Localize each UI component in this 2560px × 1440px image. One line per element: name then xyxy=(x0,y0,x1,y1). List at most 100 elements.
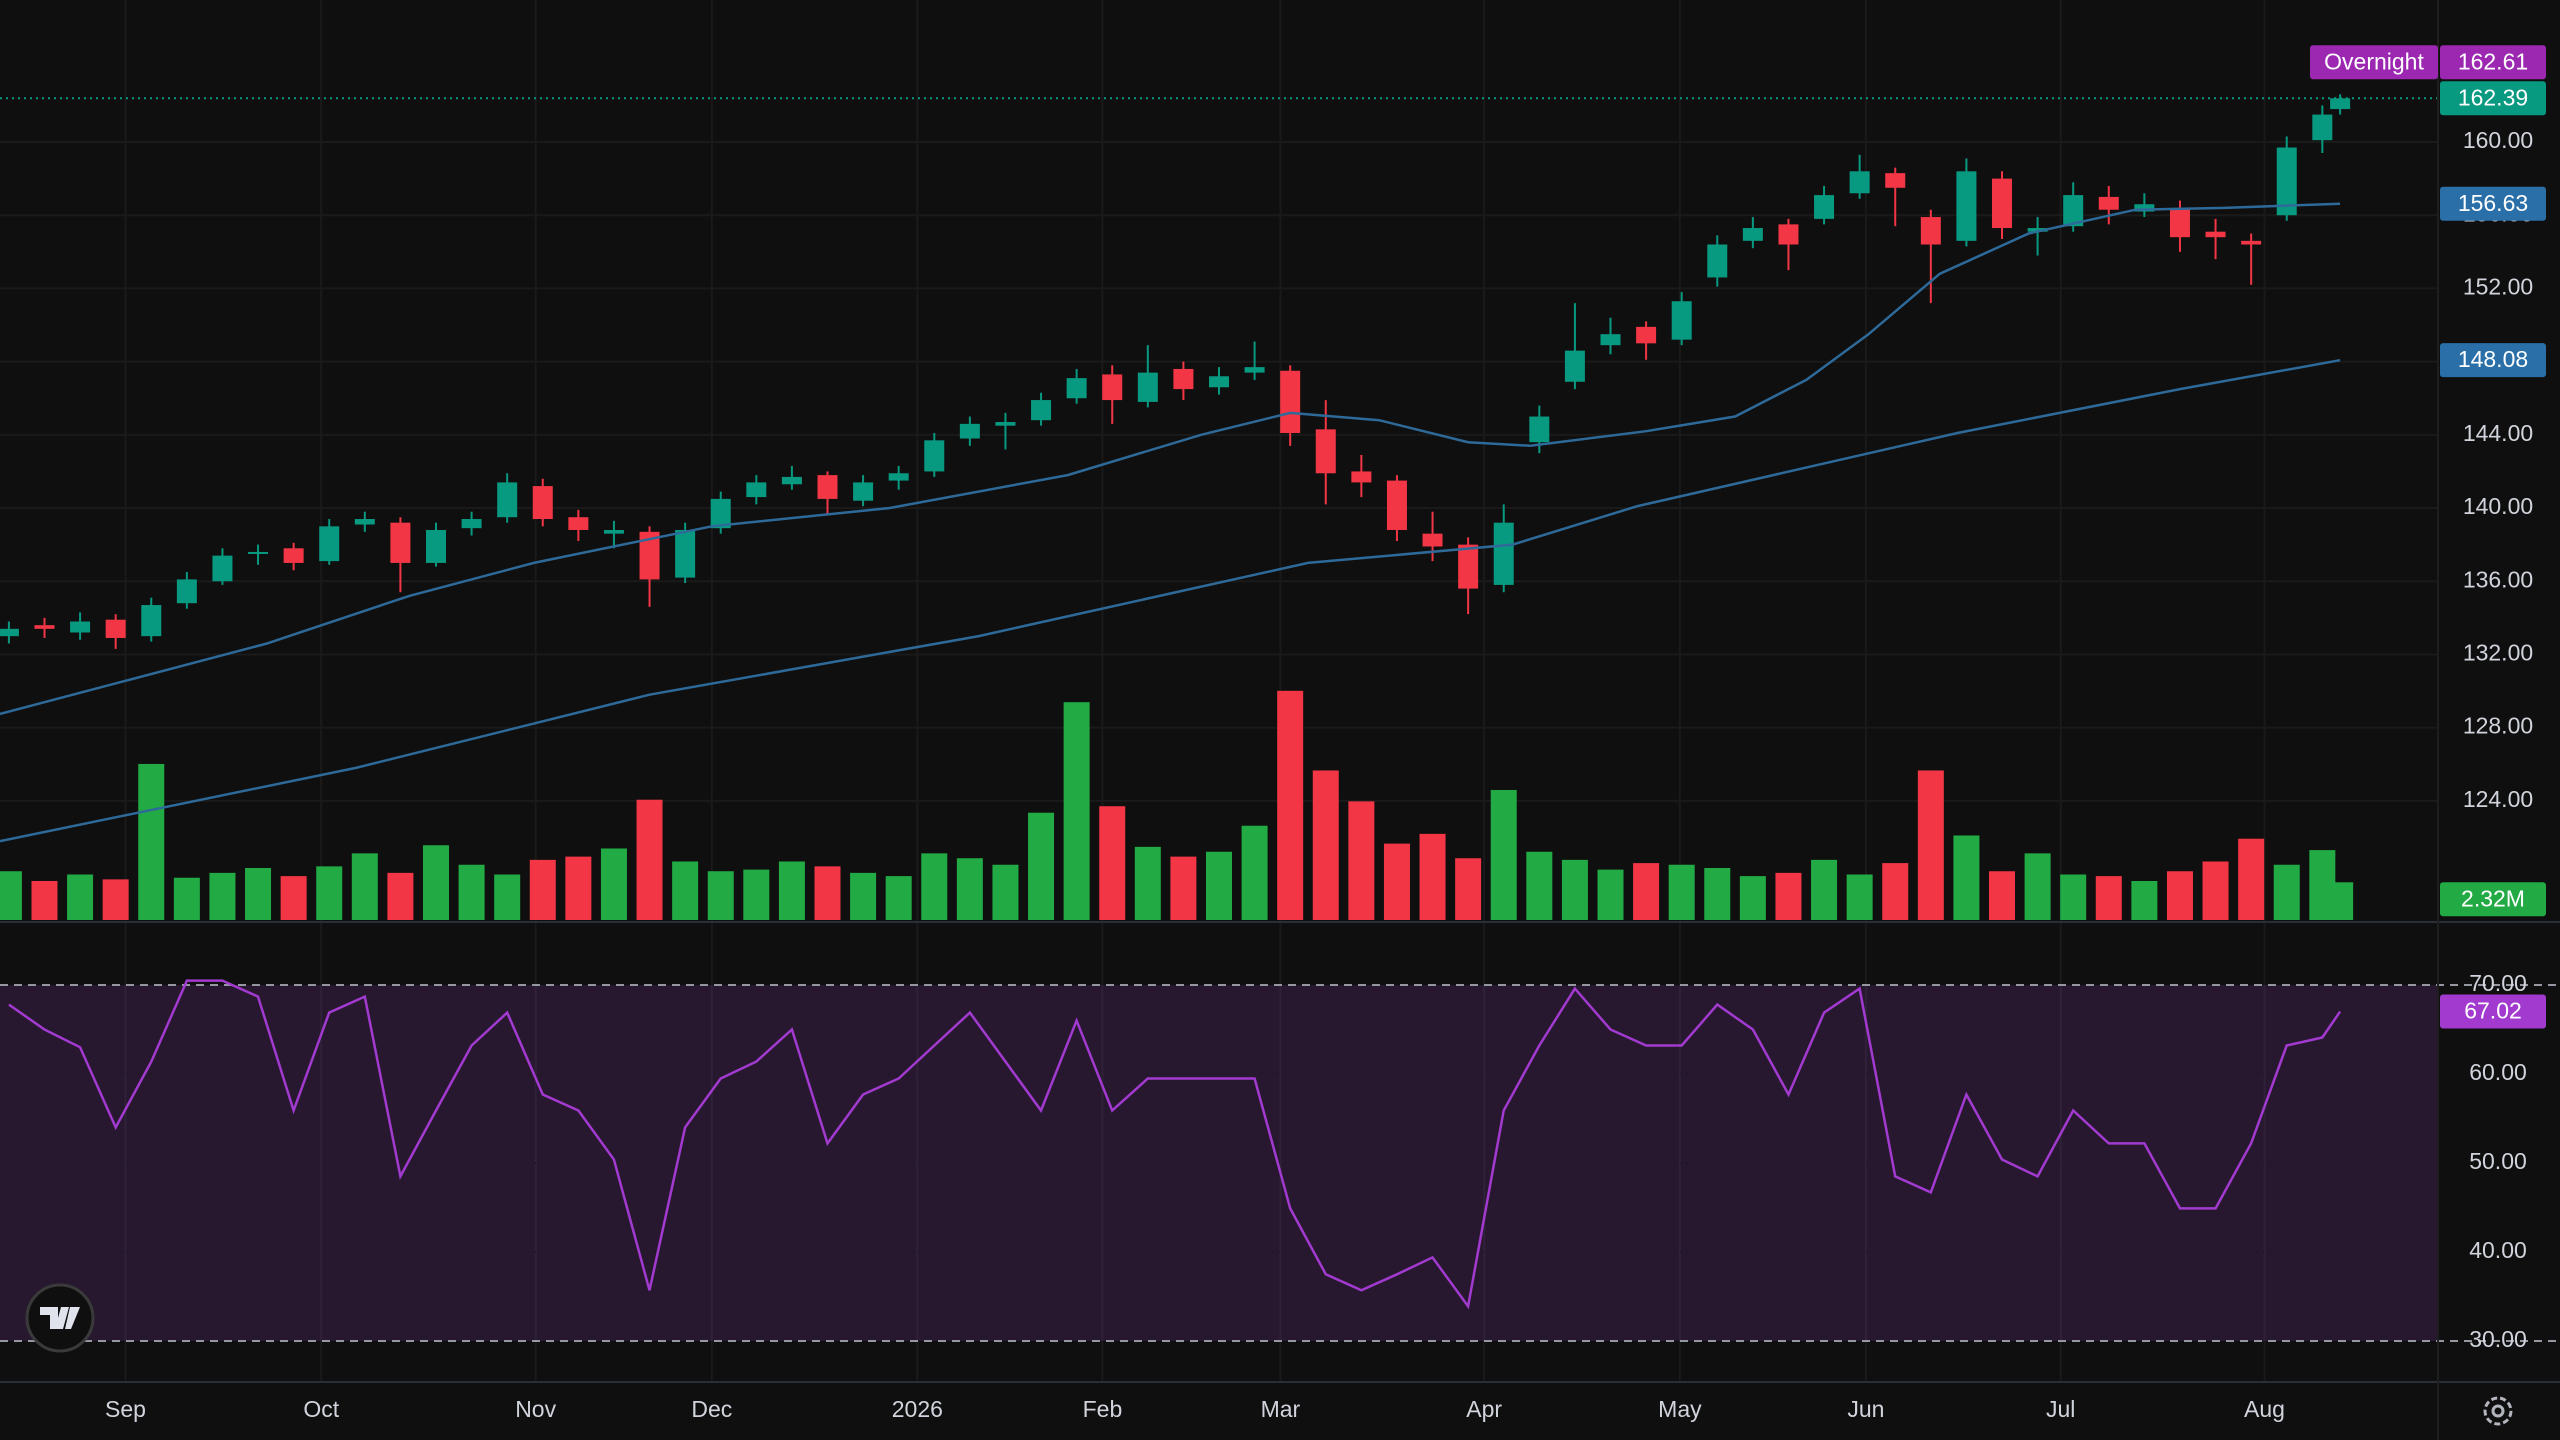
candle-body xyxy=(1992,178,2013,229)
candle-body xyxy=(283,548,304,563)
candle-body xyxy=(1920,217,1941,245)
y-tick-label: 144.00 xyxy=(2463,420,2533,446)
candle-body xyxy=(141,605,162,637)
x-tick-label: Feb xyxy=(1083,1396,1123,1422)
rsi-tag-box xyxy=(2440,994,2546,1029)
candle-body xyxy=(1386,480,1407,531)
volume-bar xyxy=(1028,812,1055,920)
volume-bar xyxy=(422,845,449,920)
candle-body xyxy=(1849,171,1870,194)
volume-bar xyxy=(2238,838,2265,920)
volume-bar xyxy=(67,874,94,920)
volume-bar xyxy=(387,872,414,920)
price-tags: 162.39 Overnight 162.61 156.63 148.08 2.32M 67… xyxy=(2310,45,2546,1029)
volume-bar xyxy=(1704,867,1731,920)
overnight-label-box xyxy=(2310,45,2438,80)
rsi-tick-label: 30.00 xyxy=(2469,1326,2527,1352)
candle-body xyxy=(1742,228,1763,241)
candle-body xyxy=(2330,98,2351,110)
volume-bar xyxy=(1668,864,1695,920)
last-price-tag-box xyxy=(2440,81,2546,116)
candle-body xyxy=(2098,196,2119,210)
volume-bar xyxy=(529,859,556,920)
candle-body xyxy=(1778,224,1799,245)
gear-outer[interactable] xyxy=(2483,1396,2513,1426)
volume-bar xyxy=(850,872,877,920)
x-tick-label: Jun xyxy=(1847,1396,1884,1422)
candle-body xyxy=(1137,372,1158,402)
rsi-tick-label: 60.00 xyxy=(2469,1059,2527,1085)
volume-bar xyxy=(1490,789,1517,920)
volume-bar xyxy=(1739,876,1766,920)
rsi-tag: 67.02 xyxy=(2464,998,2522,1024)
volume-bar xyxy=(743,869,770,920)
candle-body xyxy=(248,551,269,554)
y-tick-label: 128.00 xyxy=(2463,713,2533,739)
tradingview-logo[interactable] xyxy=(25,1283,95,1353)
candle-body xyxy=(1173,368,1194,390)
volume-bar xyxy=(1241,825,1268,920)
volume-bar xyxy=(1170,856,1197,920)
moving-average-tag: 156.63 xyxy=(2458,190,2528,216)
last-price-tag: 162.39 xyxy=(2458,84,2528,110)
moving-average-tag-box xyxy=(2440,186,2546,221)
candle-body xyxy=(105,619,126,638)
volume-bar xyxy=(1561,859,1588,920)
y-tick-label: 160.00 xyxy=(2463,127,2533,153)
volume-bar xyxy=(1348,801,1375,920)
volume-bar xyxy=(173,877,200,920)
settings-button[interactable] xyxy=(2483,1396,2513,1426)
candle-body xyxy=(1707,244,1728,278)
candle-body xyxy=(995,422,1016,426)
candle-body xyxy=(1493,522,1514,585)
volume-bar xyxy=(1134,846,1161,920)
candle-body xyxy=(0,628,19,637)
candle-body xyxy=(70,621,91,633)
overnight-tag-box xyxy=(2440,45,2546,80)
candle-body xyxy=(1209,376,1229,388)
plot xyxy=(0,94,2438,1310)
rsi-tick-label: 50.00 xyxy=(2469,1148,2527,1174)
candle-body xyxy=(532,486,553,520)
candle-body xyxy=(2241,240,2262,245)
volume-tag: 2.32M xyxy=(2461,885,2525,911)
volume-bar xyxy=(2024,853,2051,920)
volume-bar xyxy=(102,879,129,920)
x-tick-label: Apr xyxy=(1466,1396,1502,1422)
x-tick-label: 2026 xyxy=(892,1396,943,1422)
candle-body xyxy=(853,482,874,501)
candle-body xyxy=(675,530,696,578)
volume-bar xyxy=(1526,851,1553,920)
volume-bar xyxy=(992,864,1019,920)
candle-body xyxy=(1102,374,1123,401)
volume-bar xyxy=(2060,874,2087,920)
candle-body xyxy=(710,498,731,529)
rsi-line xyxy=(8,979,2342,1310)
candle-body xyxy=(568,517,589,531)
volume-bar xyxy=(245,867,272,920)
y-tick-label: 132.00 xyxy=(2463,640,2533,666)
volume-bar xyxy=(138,763,165,920)
volume-bar xyxy=(0,871,22,920)
candle-body xyxy=(2205,231,2226,238)
volume-bar xyxy=(1846,874,1873,920)
rsi-tick-label: 70.00 xyxy=(2469,970,2527,996)
volume-bar xyxy=(1882,863,1909,920)
moving-average-tag-box xyxy=(2440,343,2546,378)
candle-body xyxy=(888,473,909,481)
x-tick-label: Sep xyxy=(105,1396,146,1422)
volume-bar xyxy=(494,874,521,920)
candle-body xyxy=(34,625,55,629)
volume-bar xyxy=(1277,690,1304,920)
candle-body xyxy=(461,519,482,529)
x-tick-label: Dec xyxy=(691,1396,732,1422)
volume-bar xyxy=(209,872,236,920)
y-tick-label: 136.00 xyxy=(2463,566,2533,592)
candle-body xyxy=(639,531,660,580)
logo-mark xyxy=(40,1307,80,1329)
candle-body xyxy=(176,579,197,604)
overnight-label: Overnight xyxy=(2324,48,2424,74)
volume-bar xyxy=(1775,872,1802,920)
candle-body xyxy=(1814,195,1835,219)
